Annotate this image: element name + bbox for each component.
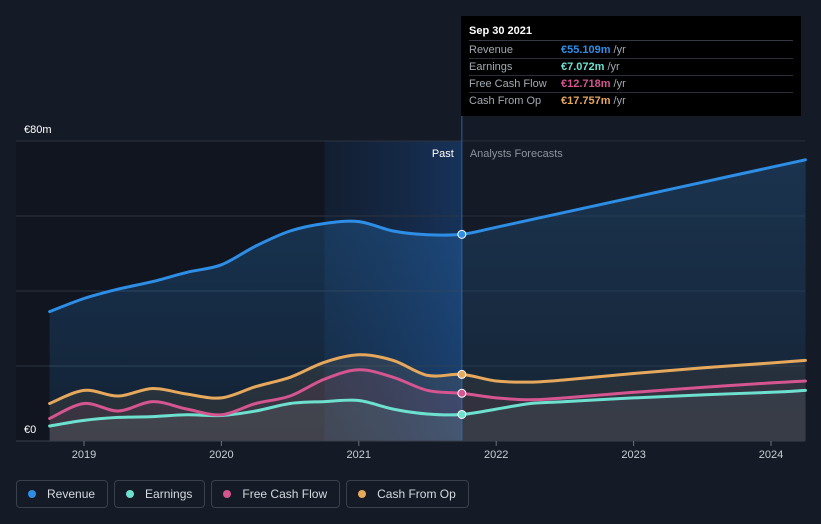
- tooltip-label: Cash From Op: [469, 95, 542, 107]
- legend-dot-icon: [358, 490, 367, 498]
- tooltip-value: €55.109m: [561, 44, 611, 56]
- highlight-marker: [457, 388, 467, 398]
- tooltip-label: Revenue: [469, 44, 514, 56]
- tooltip-value: €17.757m: [561, 95, 611, 107]
- highlight-marker: [457, 229, 467, 239]
- x-tick-label: 2019: [72, 449, 96, 461]
- chart-plot: Past Analysts Forecasts €80m €0 2019 2020 2021…: [16, 116, 807, 461]
- series-line-revenue: [48, 158, 807, 314]
- x-tick-label: 2022: [484, 449, 508, 461]
- legend-dot-icon: [126, 490, 135, 498]
- tooltip-unit: /yr: [613, 78, 626, 90]
- series-area-revenue: [49, 159, 806, 442]
- legend-item-cash-from-op[interactable]: Cash From Op: [346, 480, 469, 508]
- legend-label: Revenue: [47, 487, 96, 501]
- x-tick-label: 2020: [209, 449, 233, 461]
- legend-label: Free Cash Flow: [242, 487, 328, 501]
- forecast-region-overlay: [461, 141, 805, 441]
- highlight-marker: [457, 409, 467, 419]
- series-line-free-cash-flow: [48, 368, 807, 420]
- tooltip-unit: /yr: [613, 44, 626, 56]
- tooltip-value: €7.072m: [561, 61, 605, 73]
- forecast-label: Analysts Forecasts: [470, 148, 563, 160]
- series-area-earnings: [49, 390, 806, 441]
- legend-dot-icon: [28, 490, 36, 498]
- x-tick-label: 2024: [759, 449, 783, 461]
- tooltip-row-earnings: Earnings €7.072m /yr: [469, 59, 793, 76]
- tooltip-value: €12.718m: [561, 78, 611, 90]
- tooltip-row-free-cash-flow: Free Cash Flow €12.718m /yr: [469, 76, 793, 93]
- x-tick-label: 2023: [621, 449, 645, 461]
- tooltip-unit: /yr: [613, 95, 626, 107]
- tooltip-panel: Sep 30 2021 Revenue €55.109m /yr Earning…: [461, 16, 801, 116]
- legend-item-revenue[interactable]: Revenue: [16, 480, 109, 508]
- series-line-earnings: [48, 388, 807, 428]
- legend-item-free-cash-flow[interactable]: Free Cash Flow: [211, 480, 341, 508]
- legend-item-earnings[interactable]: Earnings: [114, 480, 206, 508]
- y-tick-label: €0: [24, 424, 36, 436]
- highlight-marker: [457, 369, 467, 379]
- tooltip-label: Earnings: [469, 61, 513, 73]
- tooltip-unit: /yr: [607, 61, 620, 73]
- tooltip-date: Sep 30 2021: [469, 24, 793, 41]
- past-label: Past: [432, 148, 454, 160]
- tooltip-label: Free Cash Flow: [469, 78, 547, 90]
- series-area-free-cash-flow: [49, 369, 806, 441]
- x-tick-label: 2021: [347, 449, 371, 461]
- y-tick-label: €80m: [24, 124, 52, 136]
- legend-label: Earnings: [145, 487, 193, 501]
- legend-dot-icon: [223, 490, 232, 498]
- chart-legend: Revenue Earnings Free Cash Flow Cash Fro…: [16, 480, 469, 508]
- series-line-cash-from-op: [48, 353, 807, 405]
- tooltip-row-cash-from-op: Cash From Op €17.757m /yr: [469, 93, 793, 109]
- legend-label: Cash From Op: [377, 487, 456, 501]
- tooltip-row-revenue: Revenue €55.109m /yr: [469, 42, 793, 59]
